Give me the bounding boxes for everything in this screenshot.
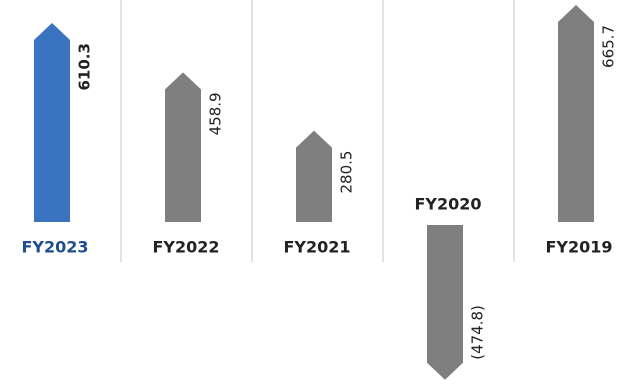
- arrow-bar: [427, 225, 463, 380]
- arrow-bar: [34, 23, 70, 223]
- category-label: FY2019: [545, 238, 612, 257]
- category-label: FY2022: [152, 238, 219, 257]
- value-label: 610.3: [76, 43, 94, 90]
- arrow-bar: [165, 72, 201, 222]
- arrow-bar: [558, 5, 594, 222]
- value-label: 665.7: [600, 25, 618, 68]
- category-label: FY2020: [414, 195, 481, 214]
- category-label: FY2023: [21, 238, 88, 257]
- value-label: 280.5: [338, 151, 356, 194]
- value-label: (474.8): [469, 305, 487, 360]
- arrow-bar: [296, 130, 332, 222]
- category-label: FY2021: [283, 238, 350, 257]
- value-label: 458.9: [207, 92, 225, 135]
